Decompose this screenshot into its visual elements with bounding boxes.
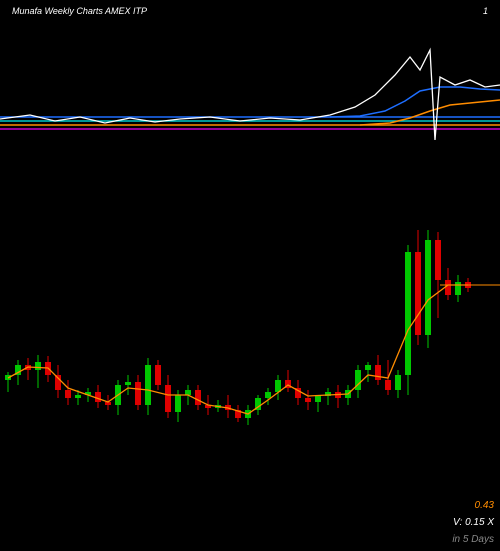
indicator-lines [0, 45, 500, 155]
chart-header: Munafa Weekly Charts AMEX ITP 1 [12, 6, 488, 16]
info-box: 0.43 V: 0.15 X in 5 Days [452, 500, 494, 551]
chart-timeframe: 1 [483, 6, 488, 16]
candlestick-chart [0, 170, 500, 450]
days-annotation: in 5 Days [452, 534, 494, 545]
price-annotation: 0.43 [452, 500, 494, 511]
indicator-panel [0, 45, 500, 155]
volume-annotation: V: 0.15 X [452, 517, 494, 528]
price-panel: 0.43 V: 0.15 X in 5 Days [0, 170, 500, 450]
chart-title: Munafa Weekly Charts AMEX ITP [12, 6, 147, 16]
